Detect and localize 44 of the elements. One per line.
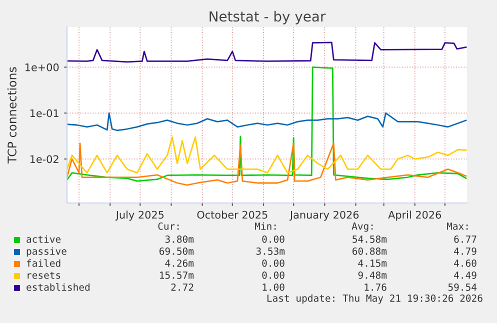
text: Last update: Thu May 21 19:30:26 2026 <box>267 294 482 304</box>
line-series <box>67 136 467 174</box>
legend-label: active <box>26 235 61 243</box>
text: 1.00 <box>262 283 284 291</box>
text: 54.58m <box>352 235 387 243</box>
line-series <box>67 66 467 182</box>
text: 0.00 <box>262 259 284 267</box>
text: 3.80m <box>165 235 194 243</box>
x-tick-label: January 2026 <box>289 210 359 221</box>
line-series <box>67 142 467 186</box>
text: Avg: <box>352 222 373 232</box>
legend-label: established <box>26 283 90 291</box>
x-tick-label: July 2025 <box>115 210 164 221</box>
text: 4.15m <box>358 260 387 267</box>
legend-label: passive <box>26 247 66 257</box>
y-tick-label: 1e+00 <box>25 63 59 72</box>
text: 1.76 <box>364 283 386 291</box>
text: Cur: <box>158 222 179 230</box>
text: Min: <box>254 222 276 230</box>
legend-label: resets <box>28 272 60 279</box>
line-series <box>67 42 467 63</box>
x-tick-label: April 2026 <box>388 210 442 221</box>
y-tick-label: 1e-02 <box>30 155 58 164</box>
text: 69.50m <box>160 247 194 255</box>
text: 4.49 <box>454 271 476 279</box>
text: 3.53m <box>256 247 285 255</box>
text: 4.60 <box>454 259 476 267</box>
y-axis-title: TCP connections <box>7 67 16 164</box>
text: 4.79 <box>454 247 476 255</box>
legend-label: failed <box>26 259 60 267</box>
text: 6.77 <box>454 235 476 243</box>
text: 15.57m <box>160 272 194 279</box>
text: 60.88m <box>352 247 387 255</box>
line-series <box>67 112 467 132</box>
text: 0.00 <box>262 271 284 279</box>
x-tick-label: October 2025 <box>197 210 268 219</box>
chart-title: Netstat - by year <box>210 10 326 24</box>
text: 4.26m <box>165 259 194 267</box>
text: 0.00 <box>262 235 284 243</box>
y-tick-label: 1e-01 <box>30 109 58 118</box>
text: 2.72 <box>171 283 194 291</box>
text: Max: <box>446 222 468 230</box>
text: 59.54 <box>448 283 477 291</box>
text: 9.48m <box>358 271 387 279</box>
